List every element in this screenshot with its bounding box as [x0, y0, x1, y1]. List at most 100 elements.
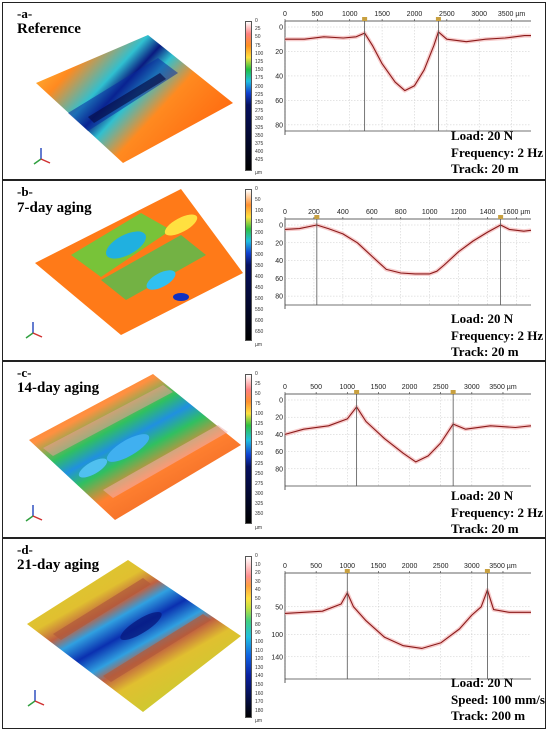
color-scale-tick: 650 — [255, 329, 264, 335]
panel-tag: -d- — [17, 542, 33, 557]
profile-line — [284, 589, 531, 649]
condition-line: Frequency: 2 Hz — [451, 504, 544, 520]
color-scale-tick: 125 — [255, 59, 264, 65]
color-scale-tick: 40 — [255, 587, 261, 594]
color-scale-tick: 70 — [255, 613, 261, 620]
y-tick-label: 80 — [275, 294, 283, 301]
x-tick-label: 3000 — [471, 11, 487, 18]
condition-line: Track: 20 m — [451, 344, 519, 359]
test-conditions: Load: 20 N Speed: 100 mm/s Track: 200 m — [451, 675, 545, 725]
color-scale-tick: 375 — [255, 141, 264, 147]
x-tick-label: 2500 — [439, 11, 455, 18]
color-scale-tick: 200 — [255, 83, 264, 90]
x-tick-label: 1000 — [342, 11, 358, 18]
color-scale-tick: 225 — [255, 461, 264, 467]
color-scale-tick: 30 — [255, 578, 261, 585]
color-scale-tick: 0 — [255, 371, 258, 377]
color-scale-tick: 300 — [255, 116, 264, 123]
y-tick-label: 0 — [279, 223, 283, 230]
surface-topography-image — [35, 189, 243, 335]
color-scale-tick: 250 — [255, 471, 264, 477]
color-scale-tick: 175 — [255, 441, 264, 447]
x-tick-label: 2000 — [407, 11, 423, 18]
profile-chart-d: 0 500 1000 1500 2000 2500 3000 3500 µm 50 100 140 — [271, 563, 531, 683]
color-scale-tick: 140 — [255, 673, 264, 680]
surface-topography-image — [36, 35, 233, 163]
color-scale-tick: 300 — [255, 491, 264, 497]
color-scale-tick: 150 — [255, 431, 264, 437]
color-scale-unit: µm — [255, 170, 263, 176]
x-tick-label: 3000 — [464, 563, 480, 570]
cursor-marker — [450, 390, 456, 394]
color-scale-unit: µm — [255, 525, 263, 531]
panel-tag: -c- — [17, 365, 32, 380]
condition-line: Frequency: 2 Hz — [451, 144, 544, 160]
color-scale-tick: 450 — [255, 285, 264, 291]
cursor-marker — [362, 17, 368, 21]
color-scale-tick: 150 — [255, 219, 264, 225]
x-tick-label: 3000 — [464, 384, 480, 391]
color-scale-tick: 170 — [255, 699, 264, 706]
x-tick-label: 1000 — [339, 384, 355, 391]
color-scale-tick: 50 — [255, 197, 261, 203]
x-tick-label: 1400 — [480, 209, 496, 216]
x-tick-label: 1500 — [371, 563, 387, 570]
cursor-marker — [435, 17, 441, 21]
y-tick-label: 60 — [275, 276, 283, 283]
color-scale-tick: 125 — [255, 421, 264, 427]
y-tick-label: 20 — [275, 415, 283, 422]
y-tick-label: 60 — [275, 98, 283, 105]
color-scale-unit: µm — [255, 342, 263, 348]
color-scale-tick: 300 — [255, 252, 264, 258]
profile-line — [285, 31, 531, 92]
color-scale-tick: 120 — [255, 656, 264, 663]
panel-c: -c- 14-day aging 0 25 50 75 100 125 150 … — [2, 361, 546, 538]
y-tick-label: 80 — [275, 466, 283, 473]
panel-title: 14-day aging — [17, 380, 100, 396]
y-tick-label: 140 — [271, 654, 283, 661]
condition-line: Frequency: 2 Hz — [451, 327, 544, 343]
x-tick-label: 3500 µm — [489, 563, 517, 570]
color-scale-tick: 75 — [255, 42, 261, 49]
profile-band — [284, 223, 532, 276]
cursor-marker — [314, 215, 320, 219]
color-scale-tick: 175 — [255, 75, 264, 82]
x-tick-label: 1000 — [339, 563, 355, 570]
color-scale-tick: 50 — [255, 596, 261, 602]
x-tick-label: 200 — [308, 209, 320, 216]
x-tick-label: 0 — [283, 563, 287, 570]
color-scale-tick: 0 — [255, 553, 258, 559]
color-scale-tick: 250 — [255, 100, 264, 106]
color-scale-tick: 425 — [255, 157, 264, 164]
y-tick-label: 40 — [275, 432, 283, 439]
color-scale-tick: 50 — [255, 391, 261, 397]
y-tick-label: 20 — [275, 240, 283, 247]
color-scale-tick: 400 — [255, 149, 264, 156]
profile-chart-c: 0 500 1000 1500 2000 2500 3000 3500 µm 0 20 40 60 80 — [275, 384, 532, 490]
x-tick-label: 400 — [337, 209, 349, 216]
y-tick-label: 0 — [279, 25, 283, 32]
panel-d: -d- 21-day aging 0 10 20 30 40 50 60 70 — [2, 538, 546, 729]
cursor-marker — [484, 569, 490, 573]
color-scale-tick: 80 — [255, 621, 261, 628]
axis-orientation-icon — [25, 505, 43, 522]
color-scale-tick: 25 — [255, 26, 261, 33]
x-tick-label: 2000 — [402, 384, 418, 391]
color-scale-tick: 160 — [255, 690, 264, 697]
y-tick-label: 40 — [275, 258, 283, 265]
y-tick-label: 50 — [275, 604, 283, 611]
color-scale-tick: 100 — [255, 50, 264, 57]
y-tick-label: 100 — [271, 632, 283, 639]
test-conditions: Load: 20 N Frequency: 2 Hz Track: 20 m — [451, 488, 543, 538]
condition-line: Track: 20 m — [451, 521, 519, 536]
test-conditions: Load: 20 N Frequency: 2 Hz Track: 20 m — [451, 311, 543, 361]
color-scale-tick: 250 — [255, 241, 264, 247]
test-conditions: Load: 20 N Frequency: 2 Hz Track: 20 m — [451, 128, 543, 178]
color-scale-unit: µm — [255, 718, 263, 724]
x-tick-label: 2000 — [402, 563, 418, 570]
color-scale-tick: 500 — [255, 296, 264, 302]
panel-title: Reference — [17, 21, 81, 37]
condition-line: Load: 20 N — [451, 488, 514, 503]
condition-line: Load: 20 N — [451, 128, 514, 143]
x-tick-label: 1500 — [371, 384, 387, 391]
